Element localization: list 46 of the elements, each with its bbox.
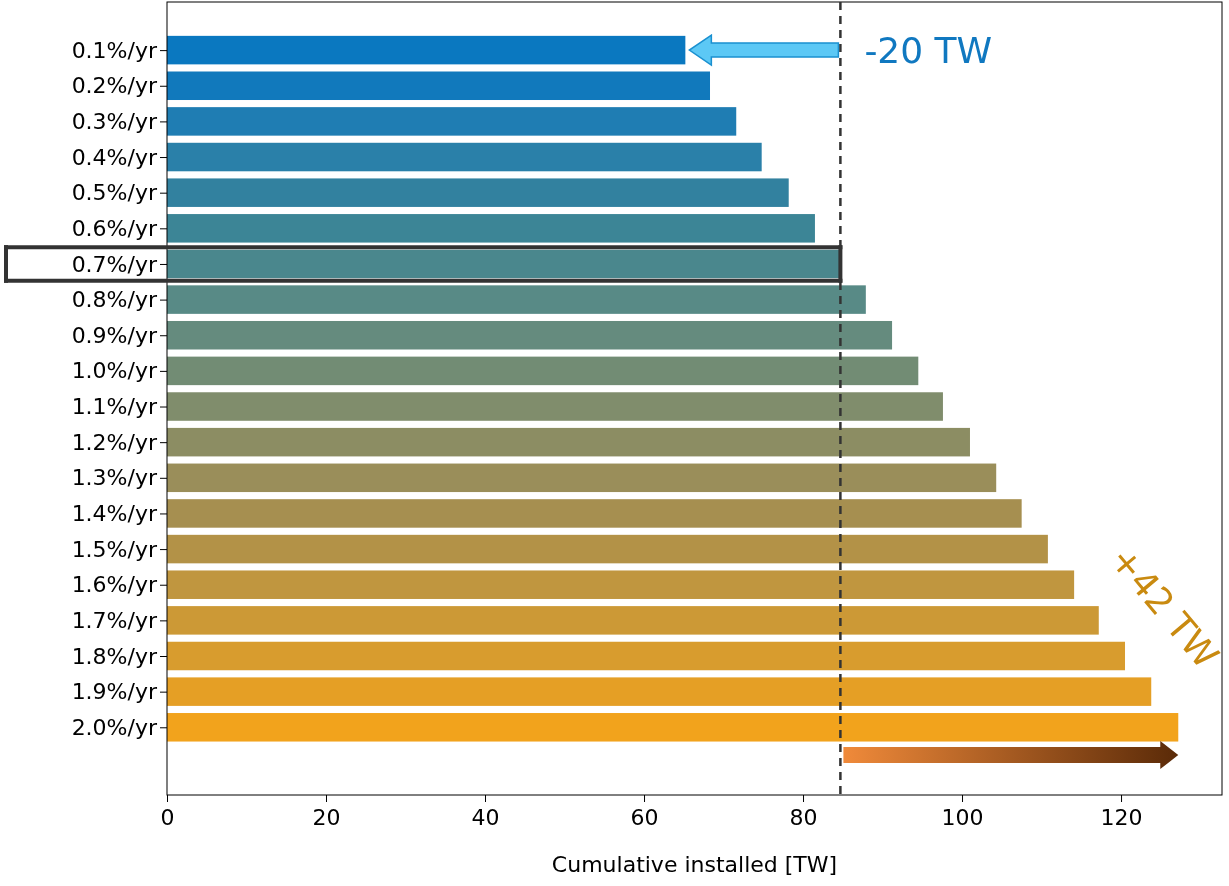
bar (167, 142, 762, 172)
bar (167, 570, 1075, 599)
bar (167, 534, 1048, 564)
bar (167, 71, 710, 101)
bar (167, 677, 1152, 706)
bar (167, 392, 943, 421)
y-tick-label: 1.5%/yr (71, 536, 158, 562)
bar (167, 606, 1099, 635)
x-tick-label: 80 (789, 804, 818, 830)
x-tick-label: 20 (312, 804, 341, 830)
bar (167, 320, 893, 350)
bar (167, 427, 970, 457)
x-tick-label: 60 (630, 804, 659, 830)
y-tick-label: 1.0%/yr (71, 358, 158, 384)
y-tick-label: 1.8%/yr (71, 643, 158, 669)
y-tick-label: 1.6%/yr (71, 572, 158, 598)
x-tick-label: 120 (1100, 804, 1143, 830)
x-axis-title: Cumulative installed [TW] (551, 852, 838, 877)
x-tick-label: 0 (160, 804, 175, 830)
bar (167, 713, 1179, 742)
y-tick-label: 0.8%/yr (71, 287, 158, 313)
y-tick-label: 1.4%/yr (71, 500, 158, 526)
x-tick-label: 40 (471, 804, 500, 830)
x-tick-label: 100 (941, 804, 984, 830)
y-tick-label: 2.0%/yr (71, 714, 158, 740)
bar (167, 356, 919, 386)
y-tick-label: 0.2%/yr (71, 73, 158, 99)
y-tick-label: 0.5%/yr (71, 180, 158, 206)
bar (167, 499, 1022, 528)
annotation: -20 TW (864, 30, 993, 72)
annotation: +42 TW (1102, 538, 1227, 676)
bar (167, 178, 789, 207)
y-tick-label: 0.7%/yr (71, 251, 158, 277)
y-tick-label: 1.9%/yr (71, 679, 158, 705)
y-tick-label: 1.2%/yr (71, 429, 158, 455)
y-tick-label: 0.6%/yr (71, 215, 158, 241)
y-tick-label: 0.3%/yr (71, 108, 158, 134)
y-tick-label: 0.1%/yr (71, 37, 158, 63)
bar (167, 107, 737, 136)
y-tick-label: 0.9%/yr (71, 322, 158, 348)
y-tick-label: 1.7%/yr (71, 607, 158, 633)
bar (167, 641, 1126, 671)
y-tick-label: 1.1%/yr (71, 394, 158, 420)
bar (167, 463, 997, 493)
y-tick-label: 1.3%/yr (71, 465, 158, 491)
y-tick-label: 0.4%/yr (71, 144, 158, 170)
